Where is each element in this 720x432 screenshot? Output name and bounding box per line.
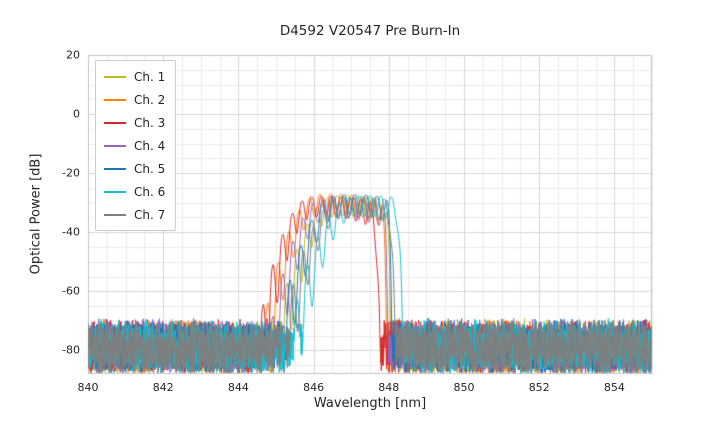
- y-axis-label: Optical Power [dB]: [28, 153, 44, 275]
- x-tick-label: 846: [303, 381, 325, 394]
- x-tick-label: 850: [453, 381, 475, 394]
- legend-label: Ch. 6: [134, 184, 166, 199]
- legend-line-swatch: [104, 190, 126, 193]
- legend-label: Ch. 2: [134, 92, 166, 107]
- x-tick-label: 844: [227, 381, 249, 394]
- x-tick-label: 840: [77, 381, 99, 394]
- legend-item: Ch. 5: [104, 157, 165, 180]
- legend-item: Ch. 1: [104, 65, 165, 88]
- y-tick-label: 0: [73, 107, 80, 121]
- y-tick-label: -20: [62, 166, 80, 180]
- x-axis-label: Wavelength [nm]: [313, 396, 427, 411]
- legend-line-swatch: [104, 167, 126, 170]
- legend-item: Ch. 2: [104, 88, 165, 111]
- legend-line-swatch: [104, 121, 126, 124]
- x-tick-label: 848: [378, 381, 400, 394]
- legend-label: Ch. 3: [134, 115, 166, 130]
- legend-line-swatch: [104, 213, 126, 216]
- legend-line-swatch: [104, 75, 126, 78]
- legend-line-swatch: [104, 98, 126, 101]
- legend-label: Ch. 7: [134, 207, 166, 222]
- legend-label: Ch. 4: [134, 138, 166, 153]
- chart-title: D4592 V20547 Pre Burn-In: [279, 23, 461, 39]
- legend-label: Ch. 5: [134, 161, 166, 176]
- y-tick-label: -60: [62, 284, 80, 298]
- y-tick-label: -40: [62, 225, 80, 239]
- legend-item: Ch. 6: [104, 180, 165, 203]
- legend-item: Ch. 7: [104, 203, 165, 226]
- x-tick-label: 842: [152, 381, 174, 394]
- x-tick-label: 852: [528, 381, 550, 394]
- legend-item: Ch. 3: [104, 111, 165, 134]
- legend-label: Ch. 1: [134, 69, 166, 84]
- legend-item: Ch. 4: [104, 134, 165, 157]
- y-tick-label: 20: [66, 48, 80, 62]
- y-tick-label: -80: [62, 343, 80, 357]
- legend-line-swatch: [104, 144, 126, 147]
- legend: Ch. 1 Ch. 2 Ch. 3 Ch. 4 Ch. 5 Ch. 6 Ch. 7: [95, 60, 177, 231]
- x-tick-label: 854: [603, 381, 625, 394]
